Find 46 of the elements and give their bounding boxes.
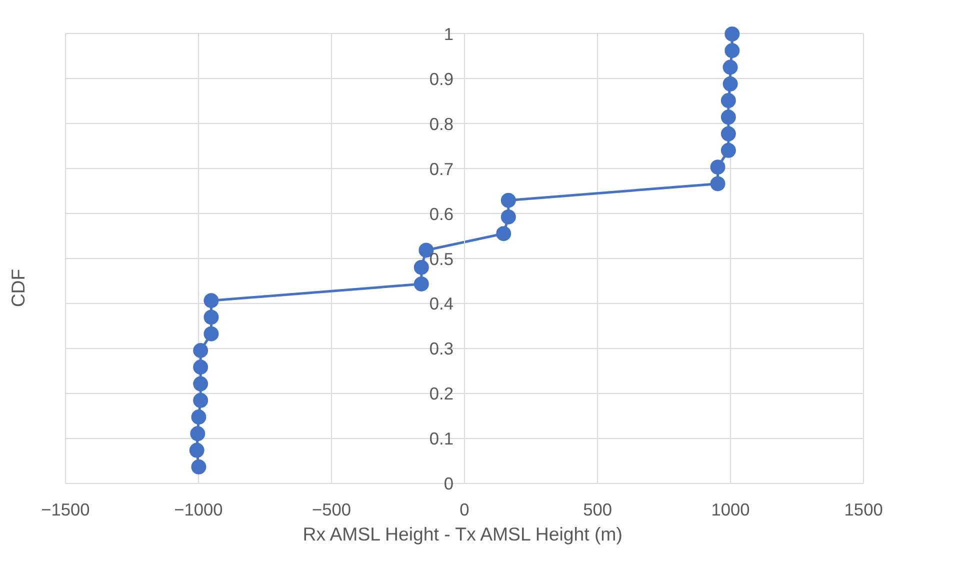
y-tick-label: 0.5 — [429, 248, 454, 269]
x-axis-title: Rx AMSL Height - Tx AMSL Height (m) — [302, 524, 622, 544]
point — [414, 276, 429, 292]
point — [204, 326, 219, 342]
point — [414, 260, 429, 275]
y-axis-title: CDF — [8, 268, 28, 308]
point — [496, 226, 512, 242]
x-tick-label: −1500 — [41, 500, 90, 520]
point — [500, 209, 516, 224]
x-tick-label: 500 — [583, 500, 612, 520]
y-tick-label: 1 — [444, 24, 454, 44]
y-tick-label: 0.2 — [429, 384, 454, 404]
x-tick-label: −500 — [312, 500, 351, 520]
point — [190, 426, 206, 442]
point — [191, 459, 206, 474]
x-tick-label: 1000 — [711, 500, 750, 520]
point — [720, 142, 736, 158]
point — [204, 293, 219, 308]
y-tick-label: 0.6 — [429, 204, 454, 224]
point — [189, 442, 204, 458]
point — [500, 192, 516, 208]
x-tick-label: 1500 — [844, 500, 883, 520]
point — [720, 110, 736, 125]
point — [193, 343, 208, 358]
point — [193, 360, 208, 375]
point — [193, 392, 208, 408]
y-tick-label: 0.4 — [429, 294, 454, 314]
point — [193, 376, 208, 392]
point — [191, 410, 206, 425]
point — [724, 43, 740, 58]
point — [720, 126, 736, 142]
y-tick-label: 0.9 — [429, 68, 454, 89]
point — [722, 60, 738, 75]
y-tick-label: 0.3 — [429, 338, 454, 359]
point — [724, 26, 740, 42]
x-tick-label: 0 — [460, 500, 470, 520]
y-tick-label: 0.1 — [429, 428, 454, 449]
y-tick-label: 0 — [444, 474, 454, 494]
point — [710, 176, 726, 192]
y-tick-label: 0.7 — [429, 158, 454, 179]
y-tick-label: 0.8 — [429, 114, 454, 134]
point — [720, 93, 736, 108]
x-tick-label: −1000 — [174, 500, 223, 520]
point — [710, 160, 726, 175]
point — [204, 310, 219, 325]
point — [722, 76, 738, 92]
